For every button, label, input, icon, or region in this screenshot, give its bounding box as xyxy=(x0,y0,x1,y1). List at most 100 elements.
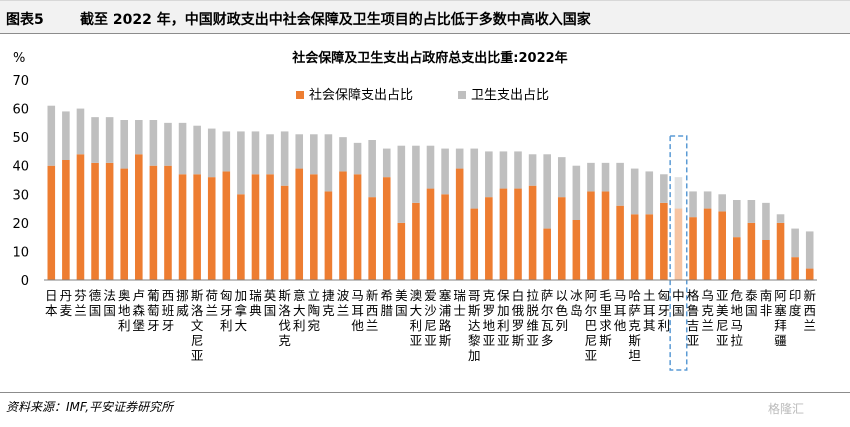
x-tick-label: 匈牙利 xyxy=(220,288,233,333)
bar-health-19 xyxy=(310,134,318,175)
bar-social-51 xyxy=(776,222,785,280)
bar-health-34 xyxy=(528,154,537,186)
x-tick-label: 瑞士 xyxy=(453,288,466,318)
bar-health-11 xyxy=(193,125,201,175)
bar-social-42 xyxy=(645,214,654,280)
x-tick-label: 丹麦 xyxy=(60,288,73,318)
x-tick-label: 格鲁吉亚 xyxy=(687,288,700,348)
x-tick-label: 葡萄牙 xyxy=(147,288,160,333)
bar-social-53 xyxy=(805,268,814,280)
x-tick-label: 中国 xyxy=(672,288,685,318)
x-tick-label: 日本 xyxy=(45,288,58,318)
bar-health-41 xyxy=(630,168,639,215)
bar-health-45 xyxy=(689,191,697,218)
bar-health-14 xyxy=(237,131,245,195)
bar-social-36 xyxy=(557,197,566,280)
bar-social-34 xyxy=(528,185,537,280)
x-tick-label: 毛里求斯 xyxy=(599,288,612,348)
bar-health-2 xyxy=(62,111,70,160)
x-tick-label: 塞浦路斯 xyxy=(439,288,452,348)
bar-social-52 xyxy=(791,257,799,280)
title-banner xyxy=(0,0,850,34)
bar-social-49 xyxy=(747,222,756,280)
bar-health-38 xyxy=(587,162,595,192)
bar-social-5 xyxy=(105,162,114,280)
bar-health-21 xyxy=(339,137,347,172)
bar-social-38 xyxy=(587,191,595,280)
top-divider xyxy=(0,33,850,34)
bar-social-44 xyxy=(674,208,683,280)
bar-health-22 xyxy=(353,142,362,175)
bar-social-30 xyxy=(470,208,479,280)
bar-health-49 xyxy=(747,200,756,223)
bar-social-7 xyxy=(135,154,143,280)
bar-health-27 xyxy=(426,145,435,189)
x-tick-label: 拉脱维亚 xyxy=(526,288,539,348)
bar-social-16 xyxy=(266,174,274,280)
bar-social-15 xyxy=(251,174,260,280)
x-tick-label: 澳大利亚 xyxy=(410,288,423,348)
bar-social-14 xyxy=(237,194,245,280)
bar-social-41 xyxy=(630,214,639,280)
bar-social-2 xyxy=(62,160,70,280)
bar-social-23 xyxy=(368,197,376,280)
bar-health-44 xyxy=(674,177,683,209)
x-tick-label: 匈牙利 xyxy=(658,288,671,333)
bar-health-28 xyxy=(441,148,449,195)
bar-health-6 xyxy=(120,120,129,169)
bar-social-27 xyxy=(426,188,435,280)
bar-social-46 xyxy=(703,208,712,280)
figure-title: 截至 2022 年，中国财政支出中社会保障及卫生项目的占比低于多数中高收入国家 xyxy=(80,12,591,28)
x-tick-label: 新西兰 xyxy=(366,288,379,333)
y-tick-label: 0 xyxy=(21,274,29,289)
x-tick-label: 马耳他 xyxy=(351,288,364,333)
x-tick-label: 斯洛伐克 xyxy=(278,288,291,348)
x-tick-label: 乌克兰 xyxy=(701,288,714,333)
bar-health-12 xyxy=(207,128,216,178)
bar-health-52 xyxy=(791,228,799,258)
x-tick-label: 哈萨克斯坦 xyxy=(628,288,641,363)
bar-social-3 xyxy=(76,154,85,280)
bar-social-11 xyxy=(193,174,201,280)
bar-health-10 xyxy=(178,122,187,175)
y-tick-label: 30 xyxy=(12,188,29,203)
x-tick-label: 德国 xyxy=(89,288,102,318)
x-tick-label: 新西兰 xyxy=(803,288,816,333)
x-tick-label: 西班牙 xyxy=(162,288,175,333)
x-tick-label: 卢森堡 xyxy=(133,288,146,333)
bar-social-13 xyxy=(222,171,231,280)
bar-social-45 xyxy=(689,217,697,280)
figure-label: 图表5 xyxy=(6,12,44,28)
bar-health-16 xyxy=(266,134,274,175)
bar-health-1 xyxy=(47,105,56,166)
x-tick-label: 瑞典 xyxy=(249,288,262,318)
bar-health-8 xyxy=(149,120,158,166)
watermark: 格隆汇 xyxy=(768,402,805,416)
y-tick-label: 60 xyxy=(12,103,29,118)
bar-social-35 xyxy=(543,228,551,280)
x-tick-label: 萨尔瓦多 xyxy=(541,288,554,348)
bar-health-18 xyxy=(295,134,304,169)
x-tick-label: 克罗地亚 xyxy=(483,288,496,348)
x-tick-label: 荷兰 xyxy=(205,288,218,318)
bottom-divider xyxy=(0,392,850,393)
bar-health-37 xyxy=(572,165,581,220)
bar-health-30 xyxy=(470,148,479,209)
bar-social-24 xyxy=(382,177,391,280)
bar-social-6 xyxy=(120,168,129,280)
x-tick-label: 加拿大 xyxy=(235,288,248,333)
legend-swatch-social xyxy=(296,91,304,99)
x-tick-label: 以色列 xyxy=(556,288,569,333)
bar-health-26 xyxy=(412,145,420,203)
x-tick-label: 冰岛 xyxy=(570,288,583,318)
x-tick-label: 阿尔巴尼亚 xyxy=(585,288,598,363)
y-tick-label: 70 xyxy=(12,74,29,89)
bar-health-47 xyxy=(718,194,726,212)
bar-social-8 xyxy=(149,165,158,280)
bar-health-7 xyxy=(135,120,143,155)
bar-health-5 xyxy=(105,117,114,163)
x-tick-label: 芬兰 xyxy=(74,288,87,318)
bar-social-25 xyxy=(397,222,406,280)
x-tick-label: 英国 xyxy=(264,288,277,318)
bar-social-21 xyxy=(339,171,347,280)
